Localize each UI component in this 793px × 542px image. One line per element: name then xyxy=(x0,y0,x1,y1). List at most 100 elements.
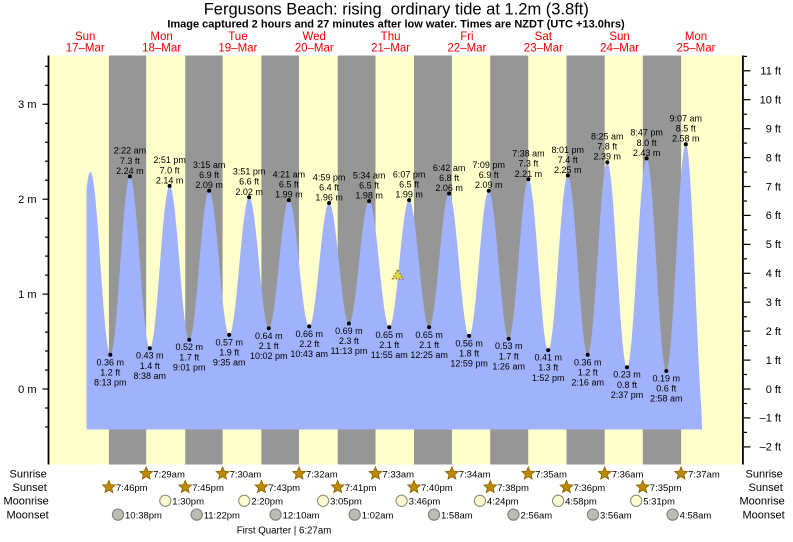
svg-text:7:45pm: 7:45pm xyxy=(192,483,224,494)
svg-text:17–Mar: 17–Mar xyxy=(66,43,105,55)
svg-text:3:15 am: 3:15 am xyxy=(193,160,226,170)
svg-text:Image captured 2 hours and 27: Image captured 2 hours and 27 minutes af… xyxy=(167,19,625,31)
svg-text:3 ft: 3 ft xyxy=(766,297,781,309)
svg-text:4 ft: 4 ft xyxy=(766,268,781,280)
svg-text:1:26 am: 1:26 am xyxy=(492,361,525,371)
svg-text:2 ft: 2 ft xyxy=(766,326,781,338)
svg-text:1.2 ft: 1.2 ft xyxy=(578,367,599,377)
svg-text:–2 ft: –2 ft xyxy=(760,442,781,454)
svg-text:2.14 m: 2.14 m xyxy=(156,175,184,185)
svg-text:11:13 pm: 11:13 pm xyxy=(330,346,367,356)
svg-text:0.8 ft: 0.8 ft xyxy=(617,380,638,390)
svg-text:24–Mar: 24–Mar xyxy=(600,43,639,55)
svg-text:2.02 m: 2.02 m xyxy=(235,187,263,197)
svg-text:1.7 ft: 1.7 ft xyxy=(179,352,200,362)
svg-text:9:35 am: 9:35 am xyxy=(213,358,246,368)
svg-text:9:07 am: 9:07 am xyxy=(670,114,703,124)
svg-text:8.0 ft: 8.0 ft xyxy=(637,138,658,148)
svg-text:22–Mar: 22–Mar xyxy=(447,43,486,55)
svg-text:7:37am: 7:37am xyxy=(688,470,720,481)
svg-text:1.98 m: 1.98 m xyxy=(355,191,383,201)
svg-text:Sunrise: Sunrise xyxy=(746,469,783,481)
svg-text:2.06 m: 2.06 m xyxy=(435,183,463,193)
svg-text:2.1 ft: 2.1 ft xyxy=(259,341,280,351)
svg-text:2.21 m: 2.21 m xyxy=(515,169,543,179)
svg-text:7:46pm: 7:46pm xyxy=(116,483,148,494)
svg-text:6.9 ft: 6.9 ft xyxy=(199,170,220,180)
svg-text:2.09 m: 2.09 m xyxy=(475,180,503,190)
svg-text:2.2 ft: 2.2 ft xyxy=(299,339,320,349)
svg-text:6.5 ft: 6.5 ft xyxy=(399,180,420,190)
svg-text:2:51 pm: 2:51 pm xyxy=(153,155,186,165)
svg-text:0.69 m: 0.69 m xyxy=(335,326,363,336)
svg-text:9 ft: 9 ft xyxy=(766,124,781,136)
svg-text:8:38 am: 8:38 am xyxy=(134,371,167,381)
svg-text:2:58 am: 2:58 am xyxy=(650,394,683,404)
svg-text:Fri: Fri xyxy=(460,31,473,43)
svg-text:Sunset: Sunset xyxy=(749,482,783,494)
svg-text:0.52 m: 0.52 m xyxy=(175,342,203,352)
svg-text:2:37 pm: 2:37 pm xyxy=(611,390,644,400)
svg-text:7:41pm: 7:41pm xyxy=(345,483,377,494)
svg-text:0 m: 0 m xyxy=(18,384,36,396)
svg-text:2:22 am: 2:22 am xyxy=(114,146,147,156)
svg-text:1.7 ft: 1.7 ft xyxy=(499,351,520,361)
svg-text:0.53 m: 0.53 m xyxy=(495,341,523,351)
svg-text:Moonrise: Moonrise xyxy=(4,496,49,508)
svg-text:2:16 am: 2:16 am xyxy=(571,378,604,388)
svg-text:7:35am: 7:35am xyxy=(535,470,567,481)
svg-text:5 ft: 5 ft xyxy=(766,239,781,251)
svg-text:7.4 ft: 7.4 ft xyxy=(558,155,579,165)
svg-text:0 ft: 0 ft xyxy=(766,384,781,396)
svg-text:1.2 ft: 1.2 ft xyxy=(100,367,121,377)
svg-text:0.41 m: 0.41 m xyxy=(534,353,562,363)
svg-text:7:36pm: 7:36pm xyxy=(574,483,606,494)
svg-text:7:36am: 7:36am xyxy=(612,470,644,481)
svg-text:0.56 m: 0.56 m xyxy=(455,338,483,348)
svg-text:6:07 pm: 6:07 pm xyxy=(393,169,426,179)
svg-text:10:02 pm: 10:02 pm xyxy=(250,351,288,361)
svg-text:1.96 m: 1.96 m xyxy=(315,193,343,203)
svg-text:6.8 ft: 6.8 ft xyxy=(439,173,460,183)
svg-text:3:51 pm: 3:51 pm xyxy=(233,167,266,177)
svg-text:25–Mar: 25–Mar xyxy=(677,43,716,55)
svg-text:2.1 ft: 2.1 ft xyxy=(419,340,440,350)
svg-text:3:56am: 3:56am xyxy=(600,511,632,522)
svg-text:4:58am: 4:58am xyxy=(680,511,712,522)
svg-text:7:32am: 7:32am xyxy=(306,470,338,481)
svg-text:7:38pm: 7:38pm xyxy=(497,483,529,494)
svg-text:7.0 ft: 7.0 ft xyxy=(160,165,181,175)
svg-text:Sunrise: Sunrise xyxy=(10,469,47,481)
svg-text:7.3 ft: 7.3 ft xyxy=(518,159,539,169)
svg-text:3 m: 3 m xyxy=(18,99,36,111)
svg-text:1.9 ft: 1.9 ft xyxy=(219,348,240,358)
svg-text:3:05pm: 3:05pm xyxy=(330,497,362,508)
svg-text:0.19 m: 0.19 m xyxy=(653,374,681,384)
svg-text:Moonset: Moonset xyxy=(7,510,49,522)
svg-text:12:10am: 12:10am xyxy=(283,511,320,522)
svg-text:6 ft: 6 ft xyxy=(766,210,781,222)
svg-text:6.4 ft: 6.4 ft xyxy=(319,182,340,192)
svg-text:4:59 pm: 4:59 pm xyxy=(313,172,346,182)
svg-text:1.99 m: 1.99 m xyxy=(275,190,303,200)
svg-text:4:24pm: 4:24pm xyxy=(487,497,519,508)
svg-text:5:31pm: 5:31pm xyxy=(643,497,675,508)
svg-text:8:13 pm: 8:13 pm xyxy=(94,378,127,388)
svg-text:23–Mar: 23–Mar xyxy=(524,43,563,55)
svg-text:0.57 m: 0.57 m xyxy=(215,337,243,347)
svg-text:Sun: Sun xyxy=(609,31,629,43)
svg-text:9:01 pm: 9:01 pm xyxy=(173,362,206,372)
svg-text:8:01 pm: 8:01 pm xyxy=(552,145,585,155)
svg-text:First Quarter | 6:27am: First Quarter | 6:27am xyxy=(237,526,332,537)
svg-text:1.99 m: 1.99 m xyxy=(395,190,423,200)
svg-text:10:38pm: 10:38pm xyxy=(125,511,162,522)
svg-text:2.1 ft: 2.1 ft xyxy=(379,340,400,350)
svg-text:12:25 am: 12:25 am xyxy=(410,350,448,360)
svg-text:7:43pm: 7:43pm xyxy=(268,483,300,494)
svg-text:2 m: 2 m xyxy=(18,194,36,206)
svg-text:6.5 ft: 6.5 ft xyxy=(279,180,300,190)
svg-text:2:20pm: 2:20pm xyxy=(251,497,283,508)
svg-text:7:29am: 7:29am xyxy=(153,470,185,481)
svg-text:8 ft: 8 ft xyxy=(766,152,781,164)
svg-text:6.9 ft: 6.9 ft xyxy=(479,170,500,180)
